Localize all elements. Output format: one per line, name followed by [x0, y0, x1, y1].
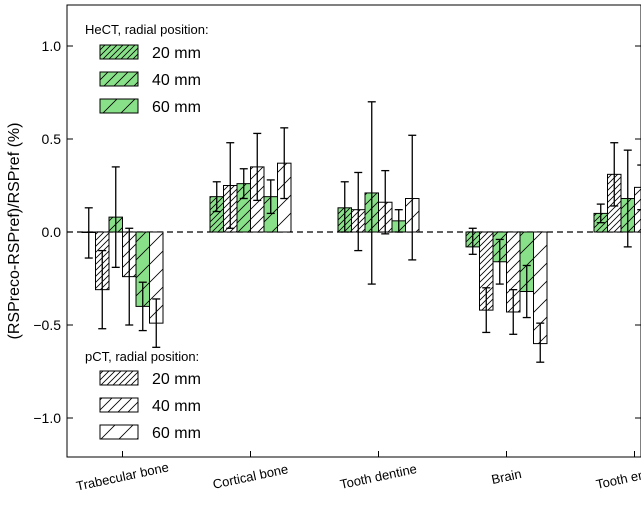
y-tick-label: 1.0: [42, 38, 62, 54]
legend-label-hect-2: 60 mm: [152, 99, 201, 116]
y-axis: −1.0 −0.5 0.0 0.5 1.0: [33, 38, 641, 426]
x-tick-label: Trabecular bone: [75, 459, 170, 493]
legend-label-hect-1: 40 mm: [152, 72, 201, 89]
legend-hect: HeCT, radial position: 20 mm 40 mm 60 mm: [85, 22, 209, 116]
y-tick-label: 0.5: [42, 131, 62, 147]
legend-pct-title: pCT, radial position:: [85, 349, 199, 364]
legend-pct: pCT, radial position: 20 mm 40 mm 60 mm: [85, 349, 201, 442]
legend-label-pct-1: 40 mm: [152, 398, 201, 415]
legend-swatch-hatch-pct-0: [99, 370, 139, 386]
legend-label-pct-2: 60 mm: [152, 425, 201, 442]
legend-swatch-hatch-hect-0: [99, 44, 139, 60]
plot-frame: [66, 4, 641, 458]
x-tick-label: Cortical bone: [211, 461, 289, 492]
legend-swatch-hatch-pct-1: [99, 397, 139, 413]
y-tick-label: −1.0: [33, 410, 61, 426]
y-tick-label: −0.5: [33, 317, 61, 333]
x-tick-label: Tooth enamel: [595, 461, 641, 492]
x-tick-label: Tooth dentine: [339, 461, 418, 492]
x-tick-label: Brain: [490, 466, 523, 487]
legend-swatch-hatch-hect-1: [99, 71, 139, 87]
y-tick-label: 0.0: [42, 224, 62, 240]
errorbars-layer: [84, 101, 641, 363]
legend-hect-title: HeCT, radial position:: [85, 22, 209, 37]
legend-swatch-hatch-hect-2: [99, 98, 139, 114]
legend-swatch-hatch-pct-2: [99, 424, 139, 440]
y-axis-label: (RSPreco-RSPref)/RSPref (%): [6, 123, 23, 340]
legend-label-pct-0: 20 mm: [152, 371, 201, 388]
legend-label-hect-0: 20 mm: [152, 45, 201, 62]
